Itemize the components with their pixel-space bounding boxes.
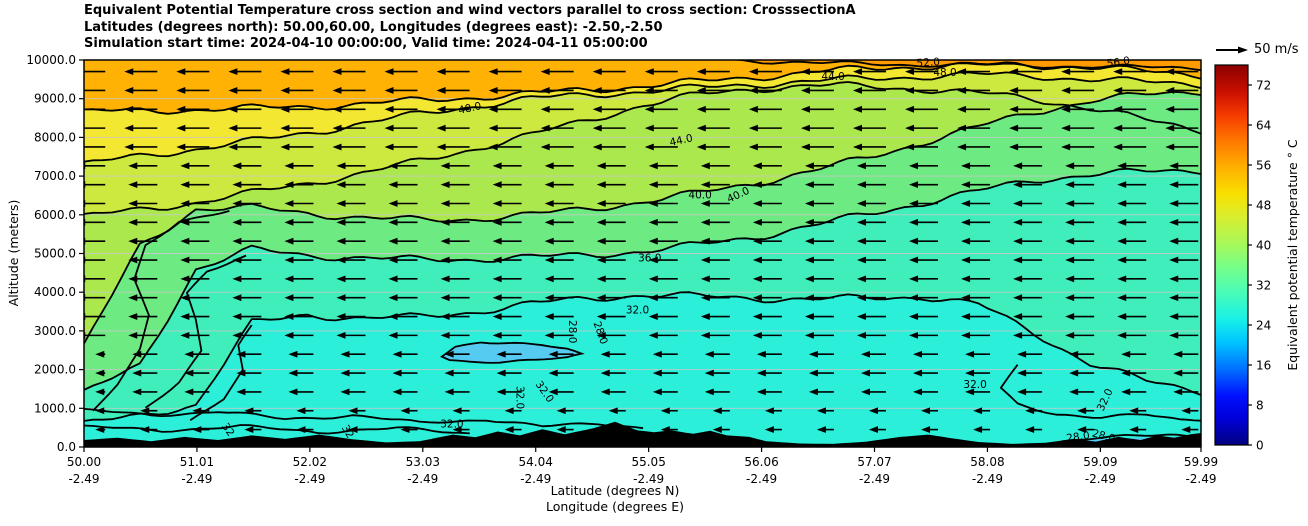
x-tick-lon: -2.49 <box>746 472 777 486</box>
colorbar-tick: 64 <box>1256 119 1271 133</box>
x-axis: 50.00 -2.49 51.01 -2.49 52.02 -2.49 53.03 -2.49… <box>67 447 1218 486</box>
y-tick: 8000.0 <box>34 130 76 144</box>
title-line-3: Simulation start time: 2024-04-10 00:00:… <box>84 36 648 51</box>
colorbar-tick: 24 <box>1256 319 1271 333</box>
title-line-1: Equivalent Potential Temperature cross s… <box>84 3 856 18</box>
y-tick: 10000.0 <box>26 53 76 67</box>
y-tick: 2000.0 <box>34 363 76 377</box>
contour-label: 48.0 <box>457 100 482 117</box>
terrain <box>84 421 1201 447</box>
x-tick-lon: -2.49 <box>294 472 325 486</box>
x-tick-lon: -2.49 <box>633 472 664 486</box>
x-tick-lon: -2.49 <box>181 472 212 486</box>
y-tick: 0.0 <box>57 440 76 454</box>
colorbar-tick: 56 <box>1256 159 1271 173</box>
contour-label: 32 <box>339 423 356 441</box>
y-axis: 0.0 1000.0 2000.0 3000.0 4000.0 5000.0 6000.0 7… <box>26 53 84 454</box>
y-axis-label: Altitude (meters) <box>6 199 21 307</box>
colorbar-tick: 32 <box>1256 279 1271 293</box>
x-tick-lat: 56.06 <box>744 455 778 469</box>
contour-label: 28.0 <box>566 320 578 343</box>
contour-label: 32.0 <box>440 418 463 430</box>
x-tick-lat: 58.08 <box>970 455 1004 469</box>
y-tick: 9000.0 <box>34 92 76 106</box>
x-tick-lat: 59.99 <box>1184 455 1218 469</box>
colorbar-tick: 16 <box>1256 359 1271 373</box>
contour-label: 32.0 <box>626 305 649 317</box>
x-tick-lat: 59.09 <box>1083 455 1117 469</box>
contour-label: 32.0 <box>963 379 986 391</box>
x-tick-lat: 52.02 <box>293 455 327 469</box>
colorbar-tick: 8 <box>1256 399 1264 413</box>
wind-vectors <box>84 68 1199 433</box>
colorbar: 0 8 16 24 32 40 48 56 64 72 <box>1214 64 1271 453</box>
colorbar-tick: 40 <box>1256 239 1271 253</box>
x-axis-label-latitude: Latitude (degrees N) <box>550 483 680 498</box>
y-tick: 6000.0 <box>34 208 76 222</box>
contour-label: 36.0 <box>638 253 661 265</box>
colorbar-tick: 48 <box>1256 199 1271 213</box>
colorbar-tick: 0 <box>1256 439 1264 453</box>
x-tick-lon: -2.49 <box>859 472 890 486</box>
contour-label: 28.0 <box>1091 427 1117 445</box>
quiver-key-label: 50 m/s <box>1254 42 1299 57</box>
title-line-2: Latitudes (degrees north): 50.00,60.00, … <box>84 19 663 35</box>
x-tick-lat: 51.01 <box>180 455 214 469</box>
chart-title: Equivalent Potential Temperature cross s… <box>84 3 856 53</box>
x-axis-label: Latitude (degrees N) Longitude (degrees … <box>0 483 1230 515</box>
x-tick-lon: -2.49 <box>407 472 438 486</box>
x-tick-lat: 50.00 <box>67 455 101 469</box>
y-tick: 4000.0 <box>34 285 76 299</box>
y-tick: 7000.0 <box>34 169 76 183</box>
contour-label: 44.0 <box>669 132 694 149</box>
contour-label: 40.0 <box>688 190 711 202</box>
contour-label: 56.0 <box>1106 55 1131 70</box>
contour-label: 44.0 <box>821 71 844 83</box>
y-tick: 3000.0 <box>34 324 76 338</box>
x-tick-lat: 54.04 <box>519 455 553 469</box>
y-tick: 1000.0 <box>34 401 76 415</box>
x-axis-label-longitude: Longitude (degrees E) <box>545 499 685 514</box>
x-tick-lon: -2.49 <box>68 472 99 486</box>
contour-label: 32.0 <box>514 386 526 409</box>
x-tick-lat: 55.05 <box>631 455 665 469</box>
x-tick-lon: -2.49 <box>1185 472 1216 486</box>
colorbar-label: Equivalent potential temperature ° C <box>1285 139 1300 371</box>
x-tick-lat: 53.03 <box>406 455 440 469</box>
x-tick-lon: -2.49 <box>1085 472 1116 486</box>
colorbar-tick: 72 <box>1256 79 1271 93</box>
contour-label: 28.0 <box>1066 430 1091 445</box>
quiver-key <box>1216 46 1248 54</box>
y-tick: 5000.0 <box>34 247 76 261</box>
plot-border <box>83 59 1202 448</box>
x-tick-lat: 57.07 <box>857 455 891 469</box>
x-tick-lon: -2.49 <box>520 472 551 486</box>
x-tick-lon: -2.49 <box>972 472 1003 486</box>
quiver-key-arrow-icon <box>1238 46 1248 54</box>
contour-label: 48.0 <box>933 67 956 79</box>
